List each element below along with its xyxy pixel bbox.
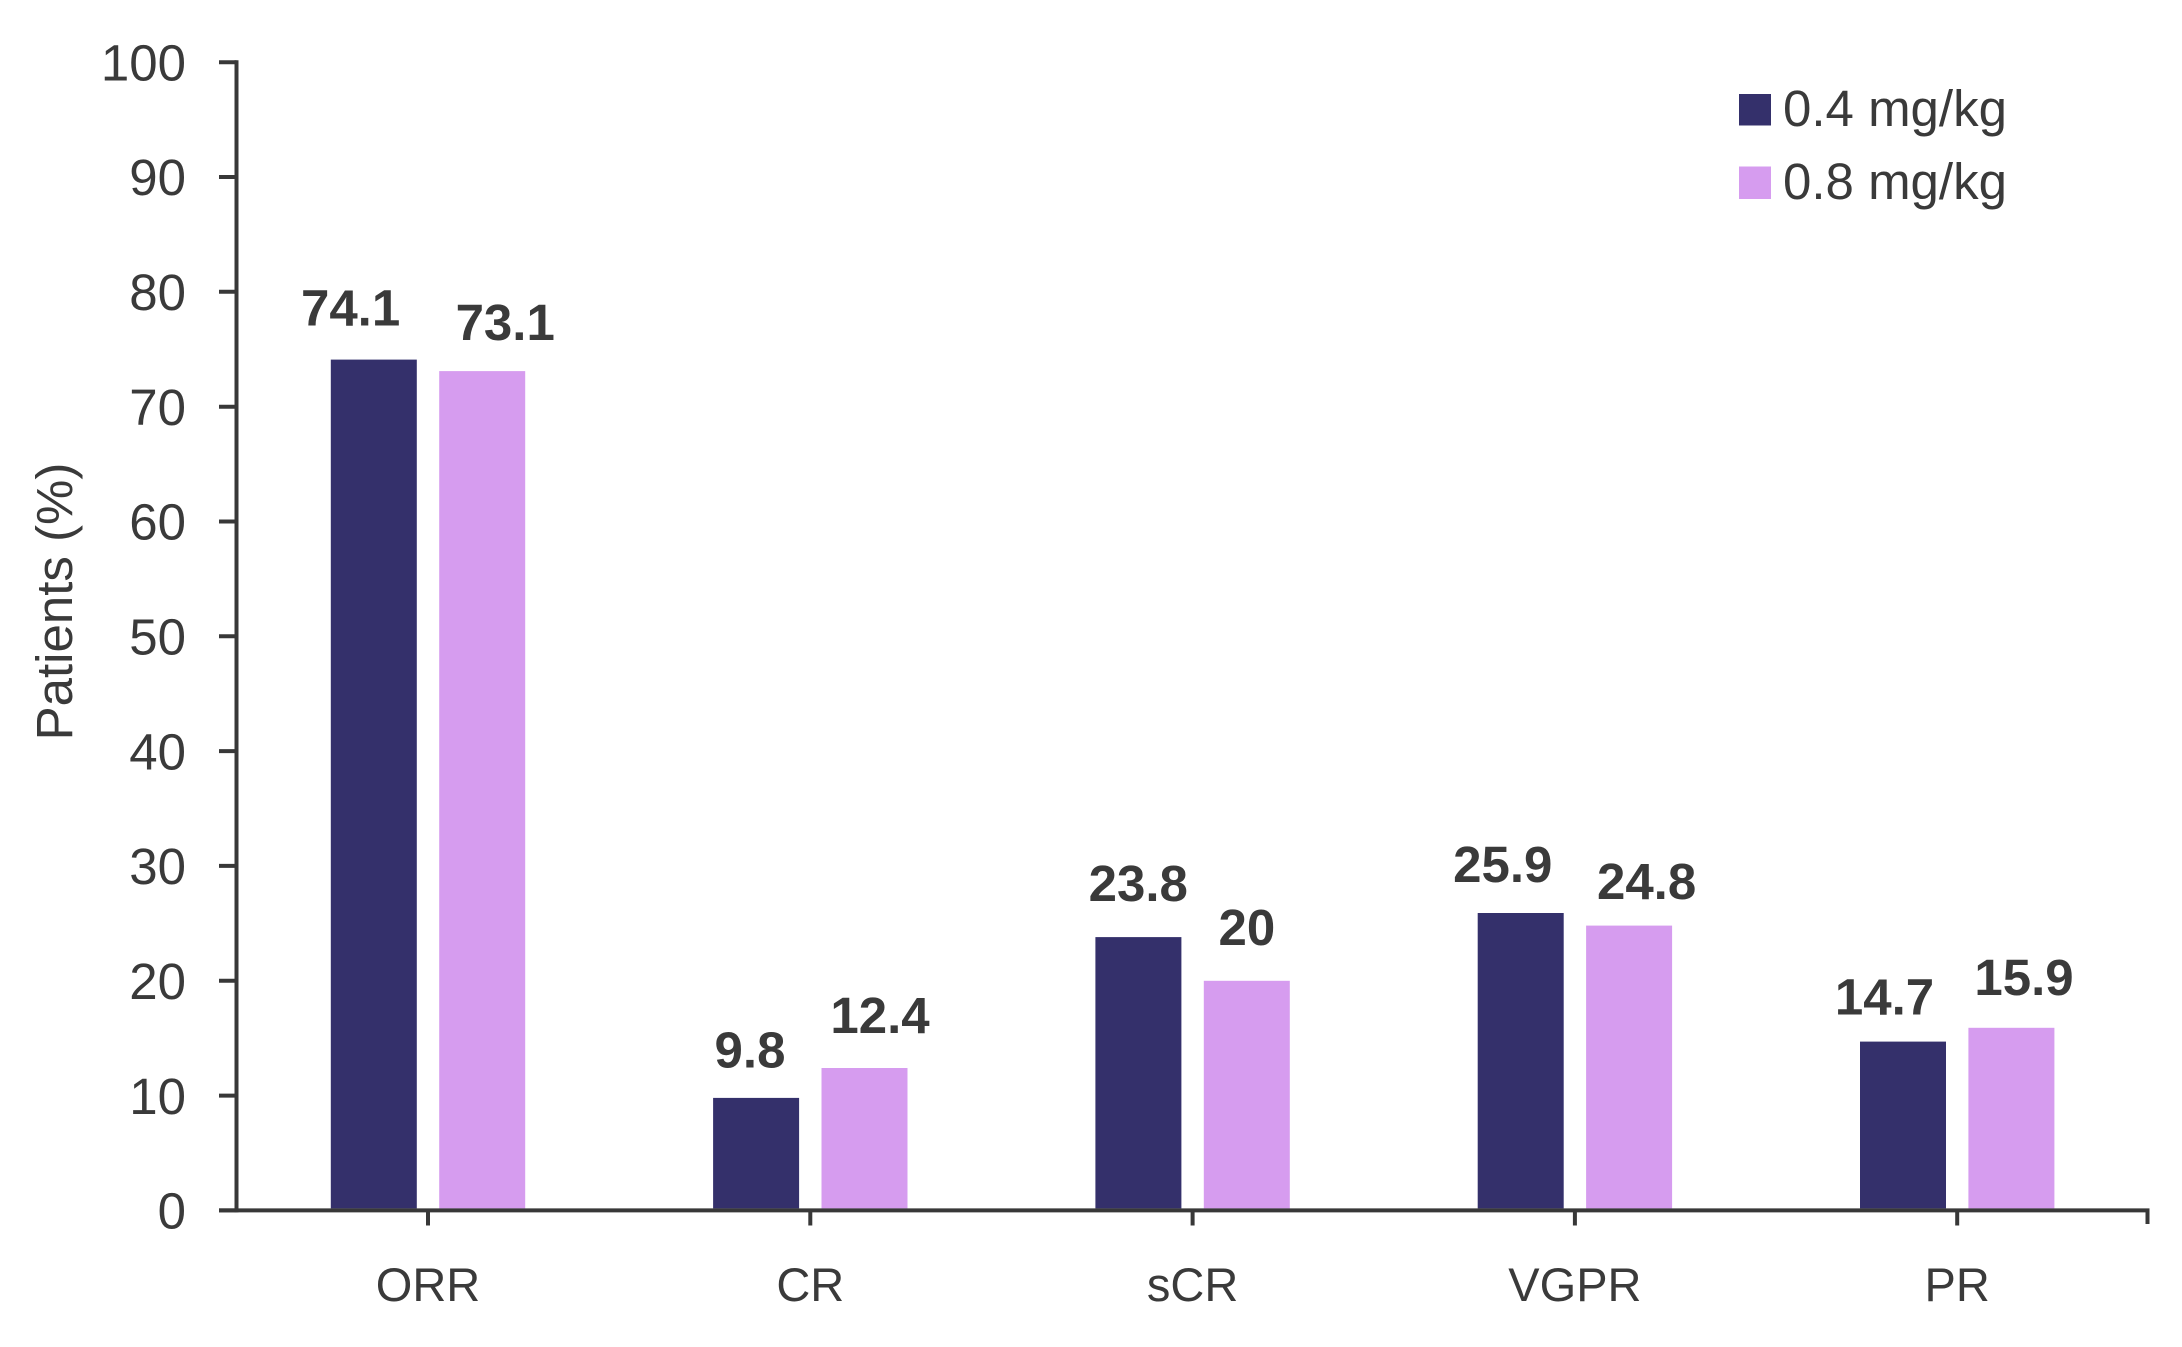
svg-text:PR: PR	[1925, 1258, 1990, 1311]
svg-text:9.8: 9.8	[715, 1022, 786, 1079]
svg-text:25.9: 25.9	[1453, 836, 1552, 893]
svg-text:20: 20	[1219, 899, 1276, 956]
svg-text:10: 10	[129, 1068, 186, 1125]
svg-text:sCR: sCR	[1147, 1258, 1238, 1311]
svg-text:Patients (%): Patients (%)	[26, 463, 83, 741]
svg-text:20: 20	[129, 953, 186, 1010]
svg-text:15.9: 15.9	[1974, 949, 2073, 1006]
svg-text:12.4: 12.4	[830, 987, 930, 1044]
svg-text:0.4 mg/kg: 0.4 mg/kg	[1783, 80, 2007, 137]
svg-text:VGPR: VGPR	[1508, 1258, 1641, 1311]
svg-text:CR: CR	[776, 1258, 844, 1311]
svg-text:70: 70	[129, 379, 186, 436]
svg-text:0: 0	[158, 1183, 186, 1240]
svg-text:73.1: 73.1	[456, 294, 555, 351]
svg-text:50: 50	[129, 609, 186, 666]
svg-text:14.7: 14.7	[1835, 969, 1934, 1026]
svg-text:100: 100	[101, 34, 186, 91]
svg-text:23.8: 23.8	[1089, 855, 1188, 912]
svg-text:24.8: 24.8	[1597, 853, 1696, 910]
svg-text:80: 80	[129, 264, 186, 321]
svg-text:30: 30	[129, 838, 186, 895]
svg-text:90: 90	[129, 149, 186, 206]
svg-text:74.1: 74.1	[301, 280, 400, 337]
svg-text:ORR: ORR	[376, 1258, 480, 1311]
svg-text:40: 40	[129, 723, 186, 780]
svg-text:60: 60	[129, 494, 186, 551]
svg-text:0.8 mg/kg: 0.8 mg/kg	[1783, 153, 2007, 210]
